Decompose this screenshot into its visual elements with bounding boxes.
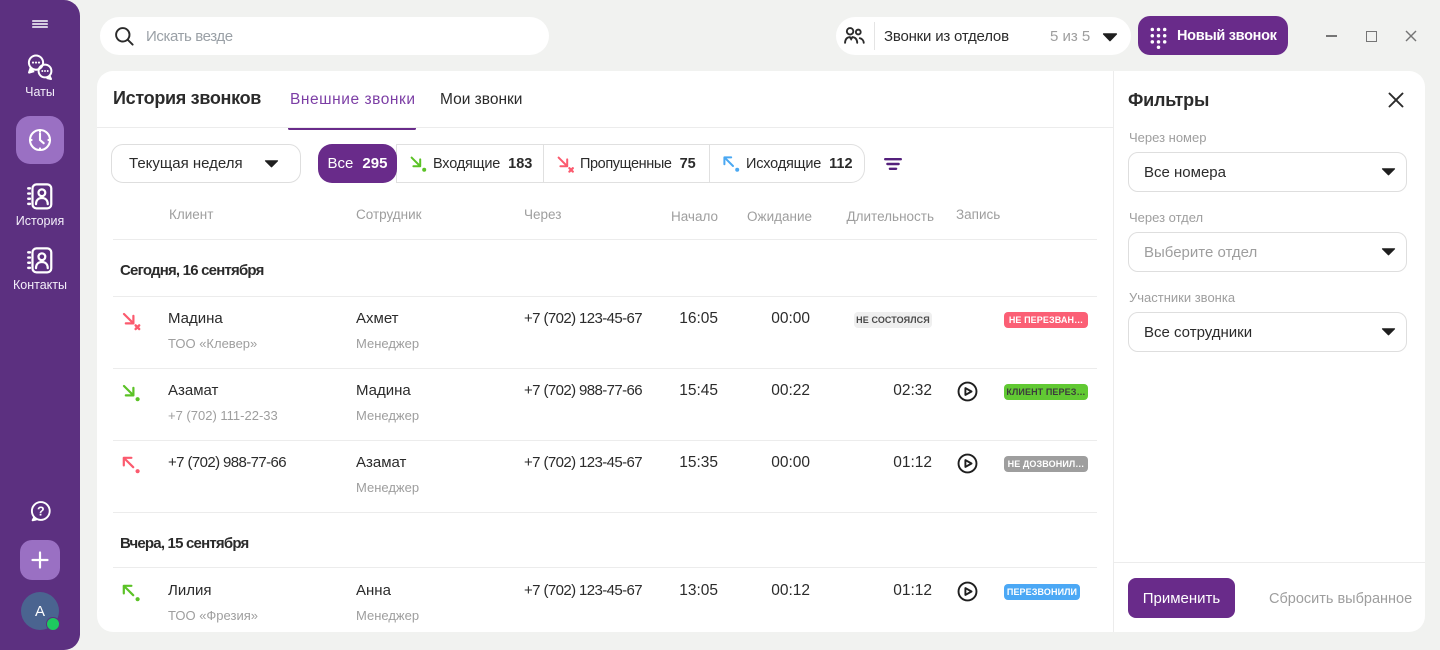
svg-text:?: ? (37, 504, 45, 518)
